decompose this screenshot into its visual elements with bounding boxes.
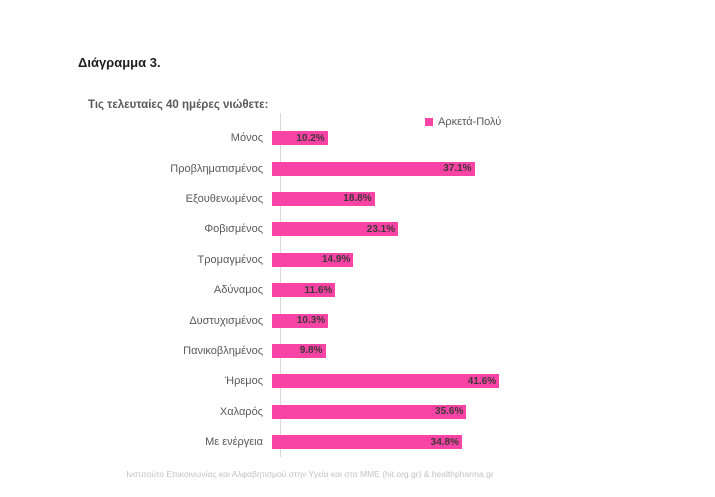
bar: 14.9% [272, 252, 354, 267]
category-label: Αδύναμος [213, 284, 263, 297]
value-label: 10.2% [296, 132, 325, 144]
value-label: 18.8% [343, 193, 372, 205]
page-title: Διάγραμμα 3. [78, 55, 161, 70]
value-label: 37.1% [443, 163, 472, 175]
table-row: Εξουθενωμένος 18.8% [0, 184, 600, 214]
legend-label: Αρκετά-Πολύ [438, 116, 502, 128]
legend-swatch-icon [425, 118, 433, 126]
table-row: Δυστυχισμένος 10.3% [0, 305, 600, 335]
value-label: 14.9% [321, 254, 351, 266]
category-label: Εξουθενωμένος [185, 192, 263, 205]
category-label: Χαλαρός [219, 405, 263, 418]
bar: 41.6% [272, 374, 500, 389]
value-label: 35.6% [435, 406, 464, 418]
category-label: Ήρεμος [224, 375, 263, 388]
table-row: Πανικοβλημένος 9.8% [0, 336, 600, 366]
category-label: Δυστυχισμένος [189, 314, 263, 327]
table-row: Ήρεμος 41.6% [0, 366, 600, 396]
bar: 11.6% [272, 283, 336, 298]
table-row: Αδύναμος 11.6% [0, 275, 600, 305]
value-label: 10.3% [296, 315, 326, 327]
value-label: 9.8% [299, 345, 323, 357]
bar: 35.6% [272, 404, 467, 419]
category-label: Με ενέργεια [205, 436, 263, 449]
category-label: Προβληματισμένος [170, 162, 263, 175]
legend: Αρκετά-Πολύ [425, 116, 501, 128]
value-label: 23.1% [366, 223, 396, 235]
value-label: 11.6% [304, 284, 333, 296]
source-note: Ινστιτούτο Επικοινωνίας και Αλφαβητισμού… [126, 469, 494, 479]
table-row: Τρομαγμένος 14.9% [0, 245, 600, 275]
table-row: Με ενέργεια 34.8% [0, 427, 600, 457]
category-label: Μόνος [230, 132, 263, 145]
category-label: Τρομαγμένος [197, 253, 263, 266]
chart-title: Τις τελευταίες 40 ημέρες νιώθετε: [88, 99, 269, 111]
table-row: Φοβισμένος 23.1% [0, 214, 600, 244]
table-row: Προβληματισμένος 37.1% [0, 153, 600, 183]
bar: 9.8% [272, 343, 326, 358]
category-label: Φοβισμένος [204, 223, 263, 236]
value-label: 41.6% [467, 375, 497, 387]
bar: 10.2% [272, 131, 328, 146]
value-label: 34.8% [430, 436, 459, 448]
bar: 34.8% [272, 435, 462, 450]
bar: 23.1% [272, 222, 399, 237]
bar: 37.1% [272, 161, 475, 176]
chart-area: Μόνος 10.2% Προβληματισμένος 37.1% Εξουθενωμ… [0, 123, 600, 457]
table-row: Μόνος 10.2% [0, 123, 600, 153]
category-label: Πανικοβλημένος [183, 344, 263, 357]
table-row: Χαλαρός 35.6% [0, 397, 600, 427]
bar: 18.8% [272, 191, 375, 206]
bar: 10.3% [272, 313, 329, 328]
